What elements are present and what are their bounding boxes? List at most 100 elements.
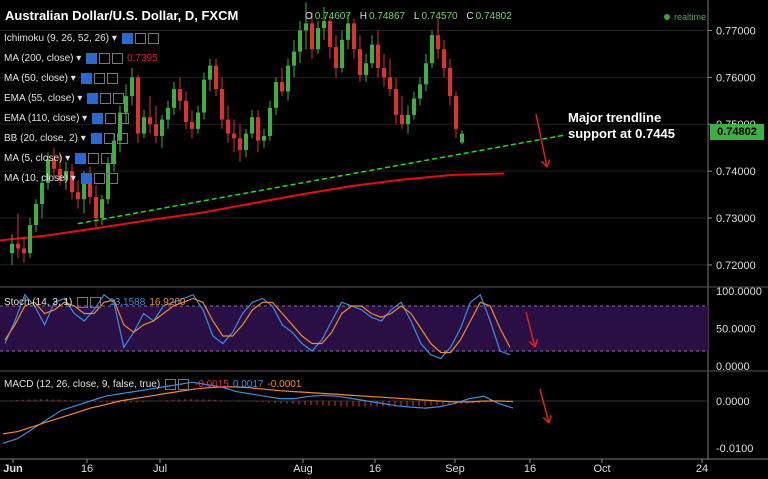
close-icon[interactable] xyxy=(112,53,124,64)
close-icon[interactable] xyxy=(106,73,118,84)
macd-hist-value: -0.0015 xyxy=(194,379,229,391)
chart-title[interactable]: Australian Dollar/U.S. Dollar, D, FXCM xyxy=(5,8,239,23)
ma200-line xyxy=(0,172,505,242)
eye-icon[interactable] xyxy=(90,133,102,144)
close-value: 0.74802 xyxy=(475,11,512,22)
eye-icon[interactable] xyxy=(87,93,99,104)
candle-body xyxy=(250,117,254,134)
x-tick-label: 16 xyxy=(81,463,93,475)
candlestick-series xyxy=(10,2,464,265)
candle-body xyxy=(424,63,428,85)
close-icon[interactable] xyxy=(147,33,159,44)
stoch-legend[interactable]: Stoch (14, 3, 1) 13.1588 16.9200 xyxy=(4,297,185,308)
candle-body xyxy=(394,89,398,115)
x-tick-label: 24 xyxy=(696,463,708,475)
open-key: O xyxy=(305,11,313,22)
stoch-band xyxy=(0,306,708,351)
candle-body xyxy=(364,63,368,76)
candle-body xyxy=(256,117,260,141)
low-key: L xyxy=(413,11,420,22)
eye-icon[interactable] xyxy=(86,53,98,64)
candle-body xyxy=(370,44,374,64)
close-icon[interactable] xyxy=(113,93,125,104)
candle-body xyxy=(448,67,452,97)
stoch-k-line xyxy=(4,293,511,360)
realtime-badge: realtime xyxy=(663,12,706,22)
eye-icon[interactable] xyxy=(91,113,103,124)
candle-body xyxy=(202,79,206,113)
candle-body xyxy=(280,82,284,92)
close-icon[interactable] xyxy=(106,173,118,184)
stoch-tick-label: 50.0000 xyxy=(716,324,756,336)
candle-body xyxy=(52,159,56,169)
close-icon[interactable] xyxy=(100,153,112,164)
candle-body xyxy=(88,178,92,197)
arrow-stoch-head xyxy=(528,339,539,348)
indicator-ma10[interactable]: MA (10, close) ▾ xyxy=(4,173,118,184)
settings-icon[interactable] xyxy=(93,73,105,84)
eye-icon[interactable] xyxy=(121,33,133,44)
high-key: H xyxy=(359,11,367,22)
close-icon[interactable] xyxy=(116,133,128,144)
candle-body xyxy=(190,121,194,129)
settings-icon[interactable] xyxy=(164,379,176,390)
price-grid xyxy=(0,29,708,266)
candle-body xyxy=(82,178,86,200)
x-tick-label: Sep xyxy=(445,463,465,475)
close-icon[interactable] xyxy=(117,113,129,124)
x-tick-label: 16 xyxy=(369,463,381,475)
candle-body xyxy=(274,82,278,108)
candle-body xyxy=(358,49,362,76)
candle-body xyxy=(346,23,350,40)
trendline-path xyxy=(77,134,567,225)
close-key: C xyxy=(466,11,474,22)
settings-icon[interactable] xyxy=(87,153,99,164)
candle-body xyxy=(100,199,104,219)
indicator-ma5[interactable]: MA (5, close) ▾ xyxy=(4,153,112,164)
stoch-panel: 100.0000 50.0000 0.0000 xyxy=(0,286,768,373)
candle-body xyxy=(442,49,446,68)
settings-icon[interactable] xyxy=(99,53,111,64)
settings-icon[interactable] xyxy=(103,133,115,144)
candle-body xyxy=(304,23,308,31)
high-value: 0.74867 xyxy=(368,11,406,22)
candle-body xyxy=(22,248,26,254)
close-icon[interactable] xyxy=(90,297,102,308)
settings-icon[interactable] xyxy=(77,297,89,308)
indicator-ema55[interactable]: EMA (55, close) ▾ xyxy=(4,93,125,105)
indicator-ma200[interactable]: MA (200, close) ▾ 0.7395 xyxy=(4,53,158,65)
trendline-annotation: Major trendline support at 0.7445 xyxy=(568,110,678,142)
settings-icon[interactable] xyxy=(100,93,112,104)
stoch-tick-label: 100.0000 xyxy=(716,286,762,298)
y-tick-label: 0.72000 xyxy=(716,260,756,272)
candle-body xyxy=(130,77,134,97)
indicator-label: MA (10, close) xyxy=(4,173,68,185)
x-tick-label: Jun xyxy=(3,463,23,475)
eye-icon[interactable] xyxy=(74,153,86,164)
stoch-label: Stoch (14, 3, 1) xyxy=(4,297,73,309)
eye-icon[interactable] xyxy=(80,73,92,84)
indicator-label: EMA (55, close) xyxy=(4,93,75,105)
settings-icon[interactable] xyxy=(104,113,116,124)
candle-body xyxy=(118,112,122,141)
candle-body xyxy=(112,140,116,165)
macd-legend[interactable]: MACD (12, 26, close, 9, false, true) -0.… xyxy=(4,379,301,390)
macd-tick-label: -0.0100 xyxy=(716,443,753,455)
settings-icon[interactable] xyxy=(93,173,105,184)
candle-body xyxy=(208,65,212,80)
candle-body xyxy=(430,35,434,64)
eye-icon[interactable] xyxy=(80,173,92,184)
indicator-ema110[interactable]: EMA (110, close) ▾ xyxy=(4,113,129,124)
close-icon[interactable] xyxy=(177,379,189,390)
indicator-ichimoku[interactable]: Ichimoku (9, 26, 52, 26) ▾ xyxy=(4,33,159,44)
candle-body xyxy=(166,107,170,120)
indicator-bb[interactable]: BB (20, close, 2) ▾ xyxy=(4,133,128,144)
time-axis: Jun 16 Jul Aug 16 Sep 16 Oct 24 xyxy=(0,458,768,475)
candle-body xyxy=(178,89,182,101)
stoch-d-value: 16.9200 xyxy=(149,297,186,309)
candle-body xyxy=(262,135,266,141)
candle-body xyxy=(16,243,20,249)
indicator-ma50[interactable]: MA (50, close) ▾ xyxy=(4,73,118,84)
low-value: 0.74570 xyxy=(421,11,458,22)
settings-icon[interactable] xyxy=(134,33,146,44)
